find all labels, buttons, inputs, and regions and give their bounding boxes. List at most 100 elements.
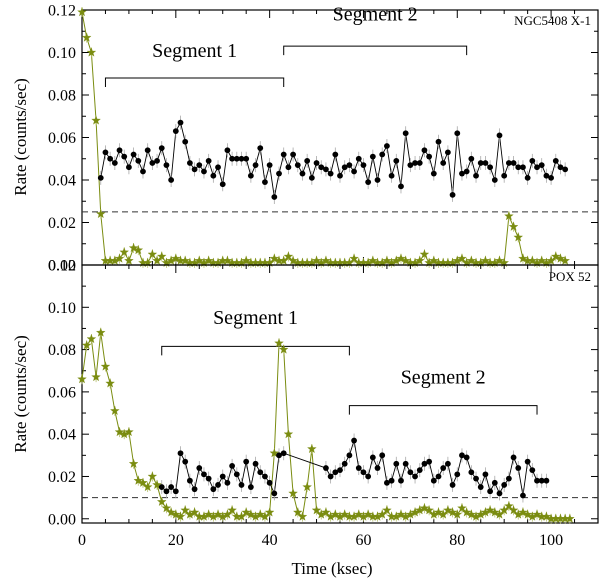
source-point <box>238 155 245 162</box>
segment-bracket <box>348 405 538 415</box>
background-point <box>175 511 186 521</box>
source-point <box>177 450 184 457</box>
background-point <box>124 255 134 265</box>
source-point <box>379 452 386 459</box>
source-point <box>365 473 372 480</box>
source-point <box>421 147 428 154</box>
source-point <box>182 458 189 465</box>
source-point <box>360 162 367 169</box>
x-tick-label: 40 <box>262 532 278 549</box>
source-point <box>346 452 353 459</box>
background-point <box>283 429 294 439</box>
background-point <box>419 249 430 259</box>
source-point <box>463 454 470 461</box>
source-point <box>369 454 376 461</box>
source-point <box>430 477 437 484</box>
background-point <box>494 255 505 265</box>
source-point <box>412 473 418 480</box>
source-point <box>266 479 273 486</box>
panel-marks: 0.00 0.02 0.04 0.06 0.08 0.10 0.12 Segment 1 Seg… <box>48 3 599 275</box>
source-point <box>318 164 325 171</box>
source-point <box>196 465 203 471</box>
source-point <box>548 174 554 181</box>
source-point <box>323 166 329 173</box>
y-tick-label: 0.08 <box>48 88 76 105</box>
background-point <box>156 496 167 506</box>
background-point <box>480 255 491 265</box>
background-point <box>382 255 392 265</box>
source-point <box>454 130 461 137</box>
source-point <box>182 138 189 145</box>
source-point <box>233 155 240 162</box>
source-point <box>111 160 118 166</box>
source-point <box>107 155 114 162</box>
source-point <box>158 484 165 490</box>
y-tick-label: 0.10 <box>48 300 76 317</box>
background-point <box>368 255 378 265</box>
source-point <box>501 482 508 488</box>
background-point <box>522 509 533 519</box>
source-point <box>332 469 339 476</box>
segment-label: Segment 1 <box>152 40 237 62</box>
source-point <box>210 172 217 179</box>
panel-pox52: POX 52 Rate (counts/sec) Time (ksec) 0.0… <box>11 258 599 578</box>
source-point <box>229 155 236 162</box>
source-point <box>168 177 175 183</box>
source-point <box>473 172 479 179</box>
source-point <box>177 119 184 126</box>
source-point <box>468 469 475 476</box>
source-point <box>346 162 353 169</box>
background-point <box>288 255 298 265</box>
x-tick-label: 80 <box>449 532 465 549</box>
source-point <box>163 162 170 169</box>
source-point <box>487 164 494 171</box>
background-point <box>466 509 477 519</box>
source-point <box>374 465 381 471</box>
panel-ngc5408: NGC5408 X-1 Rate (counts/sec) 0.000.020.… <box>11 3 599 275</box>
source-point <box>421 460 428 467</box>
background-point <box>203 509 214 519</box>
background-point <box>550 251 561 261</box>
source-point <box>294 162 301 169</box>
source-point <box>299 170 306 177</box>
background-point <box>161 503 172 513</box>
source-point <box>238 482 245 488</box>
background-point <box>274 338 284 348</box>
background-point <box>541 511 552 521</box>
segment-bracket <box>161 345 350 356</box>
background-point <box>443 505 453 515</box>
source-point <box>210 486 217 493</box>
source-point <box>473 475 479 482</box>
source-point <box>407 162 414 169</box>
background-point <box>166 507 176 517</box>
background-point <box>565 513 575 523</box>
source-point <box>501 172 508 179</box>
source-point <box>459 452 465 459</box>
x-tick-label: 60 <box>355 532 371 549</box>
background-point <box>297 511 308 521</box>
source-point <box>271 490 278 497</box>
source-point <box>341 164 348 171</box>
y-tick-label: 0.10 <box>48 45 76 62</box>
panel-label: NGC5408 X-1 <box>514 13 591 28</box>
source-point <box>524 174 531 181</box>
source-point <box>252 460 259 467</box>
source-point <box>116 147 123 154</box>
source-point <box>154 157 160 164</box>
background-point <box>518 253 528 263</box>
source-point <box>186 160 193 166</box>
source-point <box>280 450 287 457</box>
source-point <box>360 469 367 476</box>
background-point <box>513 232 524 242</box>
source-point <box>426 458 433 465</box>
source-point <box>341 460 348 467</box>
background-point <box>560 255 570 265</box>
y-tick-label: 0.04 <box>48 173 76 190</box>
source-point <box>172 128 179 135</box>
source-point <box>520 164 526 171</box>
background-point <box>110 405 120 415</box>
source-point <box>435 138 442 145</box>
source-point <box>529 467 536 474</box>
background-point <box>396 253 406 263</box>
y-tick-label: 0.12 <box>48 258 76 275</box>
